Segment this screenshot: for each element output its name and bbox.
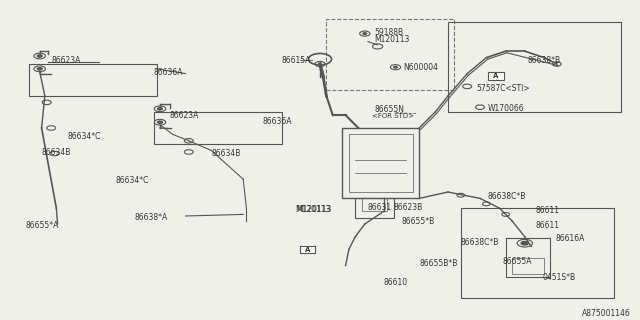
Text: 86655A: 86655A	[502, 257, 532, 266]
Circle shape	[521, 241, 529, 245]
Text: 86616A: 86616A	[556, 234, 585, 243]
Text: 86634*C: 86634*C	[115, 176, 148, 185]
Text: 86634B: 86634B	[211, 149, 241, 158]
Bar	[300, 246, 315, 253]
Bar	[154, 112, 282, 144]
Text: 86615A: 86615A	[282, 56, 311, 65]
Bar	[448, 22, 621, 112]
Text: 86638C*B: 86638C*B	[488, 192, 526, 201]
Bar	[506, 238, 550, 277]
Circle shape	[394, 66, 397, 68]
Circle shape	[37, 55, 42, 57]
Text: 86610: 86610	[384, 278, 408, 287]
Text: W170066: W170066	[488, 104, 524, 113]
Text: A: A	[305, 247, 310, 252]
Bar	[349, 134, 413, 192]
Circle shape	[157, 121, 163, 124]
Circle shape	[157, 108, 163, 110]
Text: 86623A: 86623A	[170, 111, 199, 120]
Text: 86611: 86611	[535, 206, 559, 215]
Text: 86623A: 86623A	[51, 56, 81, 65]
Circle shape	[37, 68, 42, 70]
Bar	[362, 198, 387, 211]
Text: <FOR STD>: <FOR STD>	[372, 113, 415, 119]
Bar	[355, 198, 394, 218]
Bar	[326, 19, 454, 90]
Text: M120113: M120113	[296, 205, 331, 214]
Bar	[29, 64, 157, 96]
Text: 86636A: 86636A	[262, 117, 292, 126]
Circle shape	[363, 33, 367, 35]
Text: 0451S*B: 0451S*B	[543, 273, 576, 282]
Text: M120113: M120113	[296, 205, 332, 214]
Text: 86655N: 86655N	[374, 105, 404, 114]
Text: 86638*B: 86638*B	[528, 56, 561, 65]
Text: 86634*C: 86634*C	[67, 132, 100, 140]
Text: A: A	[493, 73, 499, 79]
Text: 86655*B: 86655*B	[402, 217, 435, 226]
Text: 86638C*B: 86638C*B	[461, 238, 499, 247]
Text: 86655B*B: 86655B*B	[419, 260, 458, 268]
Bar	[488, 72, 504, 80]
Text: A875001146: A875001146	[582, 309, 630, 318]
Bar	[512, 258, 544, 274]
Bar	[342, 128, 419, 198]
Text: M120113: M120113	[374, 35, 410, 44]
Text: 57587C<STI>: 57587C<STI>	[477, 84, 531, 93]
Text: 86634B: 86634B	[42, 148, 71, 156]
Text: 59188B: 59188B	[374, 28, 404, 37]
Text: 86631: 86631	[367, 203, 392, 212]
Text: 86636A: 86636A	[154, 68, 183, 77]
Text: 86655*A: 86655*A	[26, 221, 59, 230]
Text: N600004: N600004	[403, 63, 438, 72]
Text: 86611: 86611	[535, 221, 559, 230]
Text: 86638*A: 86638*A	[134, 213, 168, 222]
Bar	[461, 208, 614, 298]
Text: 86623B: 86623B	[394, 203, 423, 212]
